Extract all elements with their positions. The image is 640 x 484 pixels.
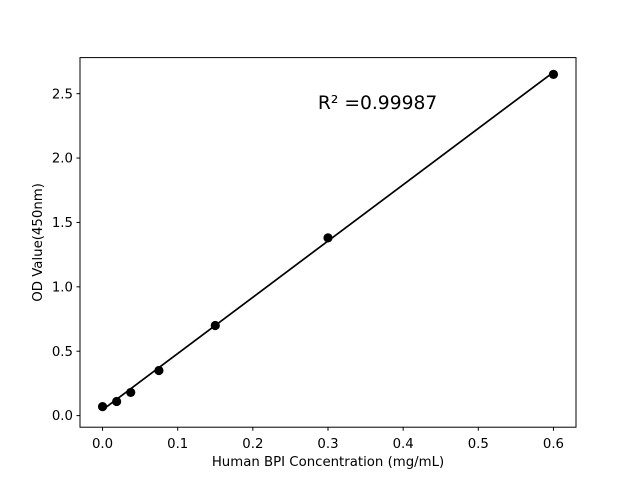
x-tick-label: 0.2 bbox=[242, 437, 263, 452]
y-tick-label: 0.0 bbox=[52, 409, 73, 424]
data-point bbox=[210, 320, 220, 331]
x-tick-label: 0.5 bbox=[468, 437, 489, 452]
r-squared-annotation: R² =0.99987 bbox=[318, 93, 437, 114]
y-tick-label: 0.5 bbox=[52, 345, 73, 360]
x-tick-label: 0.4 bbox=[393, 437, 414, 452]
data-points bbox=[97, 69, 559, 412]
y-axis-label: OD Value(450nm) bbox=[31, 183, 46, 302]
data-point bbox=[323, 233, 333, 243]
y-axis: 0.0 0.5 1.0 1.5 2.0 2.5 bbox=[52, 87, 80, 424]
y-tick-label: 1.5 bbox=[52, 216, 73, 231]
x-axis-label: Human BPI Concentration (mg/mL) bbox=[212, 455, 444, 470]
y-tick-label: 2.0 bbox=[52, 152, 73, 167]
x-axis: 0.0 0.1 0.2 0.3 0.4 0.5 0.6 bbox=[92, 427, 564, 452]
data-point bbox=[97, 401, 108, 412]
x-tick-label: 0.0 bbox=[92, 437, 113, 452]
data-point bbox=[548, 69, 559, 79]
data-point bbox=[154, 365, 164, 376]
x-tick-label: 0.6 bbox=[543, 437, 564, 452]
data-point bbox=[126, 387, 136, 398]
x-tick-label: 0.3 bbox=[317, 437, 338, 452]
y-tick-label: 1.0 bbox=[52, 280, 73, 295]
y-tick-label: 2.5 bbox=[52, 87, 73, 102]
x-tick-label: 0.1 bbox=[167, 437, 188, 452]
data-point bbox=[112, 396, 122, 407]
